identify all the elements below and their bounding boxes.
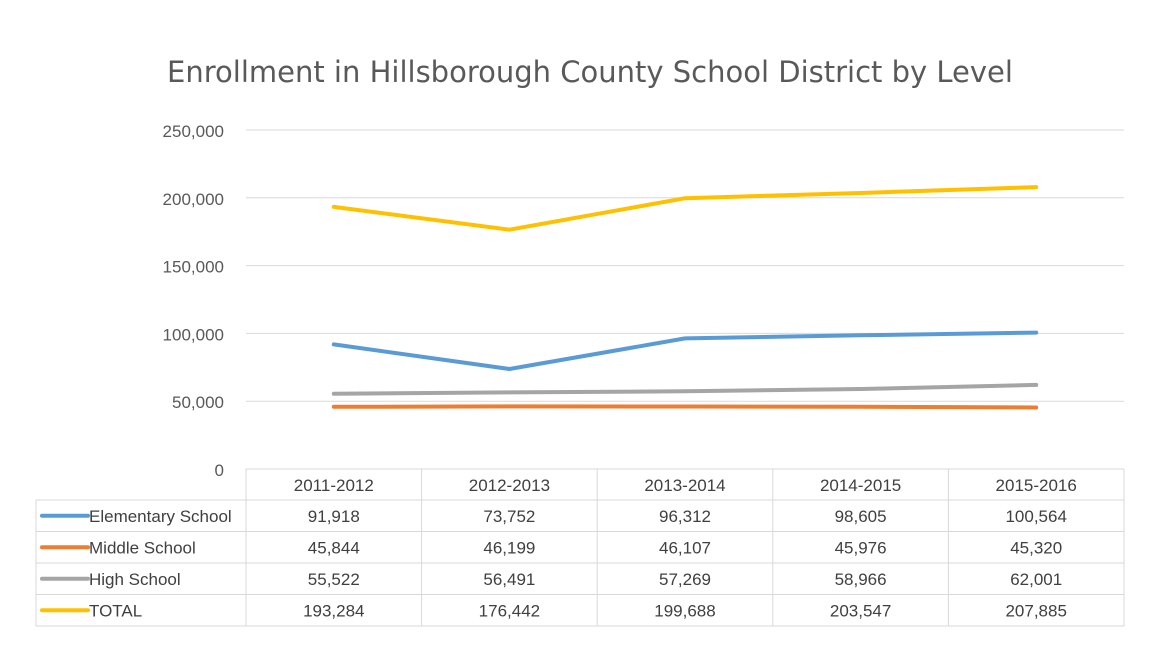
x-tick-label: 2013-2014 <box>644 476 725 495</box>
data-label: 73,752 <box>483 507 535 526</box>
x-tick-label: 2012-2013 <box>469 476 550 495</box>
legend-label: Middle School <box>89 538 196 557</box>
data-label: 57,269 <box>659 570 711 589</box>
series-line <box>331 404 1039 410</box>
data-label: 207,885 <box>1005 601 1066 620</box>
data-label: 100,564 <box>1005 507 1066 526</box>
data-label: 62,001 <box>1010 570 1062 589</box>
data-label: 96,312 <box>659 507 711 526</box>
data-label: 98,605 <box>835 507 887 526</box>
legend-label: High School <box>89 570 181 589</box>
data-label: 45,844 <box>308 538 360 557</box>
legend-label: Elementary School <box>89 507 232 526</box>
data-label: 46,107 <box>659 538 711 557</box>
data-label: 46,199 <box>483 538 535 557</box>
series-line <box>331 330 1039 371</box>
data-label: 193,284 <box>303 601 364 620</box>
data-label: 199,688 <box>654 601 715 620</box>
data-label: 203,547 <box>830 601 891 620</box>
chart-title: Enrollment in Hillsborough County School… <box>167 55 1013 89</box>
y-tick-label: 150,000 <box>163 258 224 277</box>
series-line <box>331 185 1039 232</box>
data-label: 55,522 <box>308 570 360 589</box>
y-tick-label: 50,000 <box>172 393 224 412</box>
data-label: 58,966 <box>835 570 887 589</box>
data-label: 56,491 <box>483 570 535 589</box>
data-label: 45,976 <box>835 538 887 557</box>
data-label: 176,442 <box>479 601 540 620</box>
y-tick-label: 200,000 <box>163 190 224 209</box>
x-tick-label: 2011-2012 <box>294 476 374 495</box>
legend-label: TOTAL <box>89 601 142 620</box>
data-label: 91,918 <box>308 507 360 526</box>
x-tick-label: 2014-2015 <box>820 476 901 495</box>
y-tick-label: 250,000 <box>163 122 224 141</box>
y-tick-label: 0 <box>215 461 224 480</box>
series-line <box>331 382 1039 396</box>
x-tick-label: 2015-2016 <box>996 476 1077 495</box>
y-tick-label: 100,000 <box>163 325 224 344</box>
data-label: 45,320 <box>1010 538 1062 557</box>
